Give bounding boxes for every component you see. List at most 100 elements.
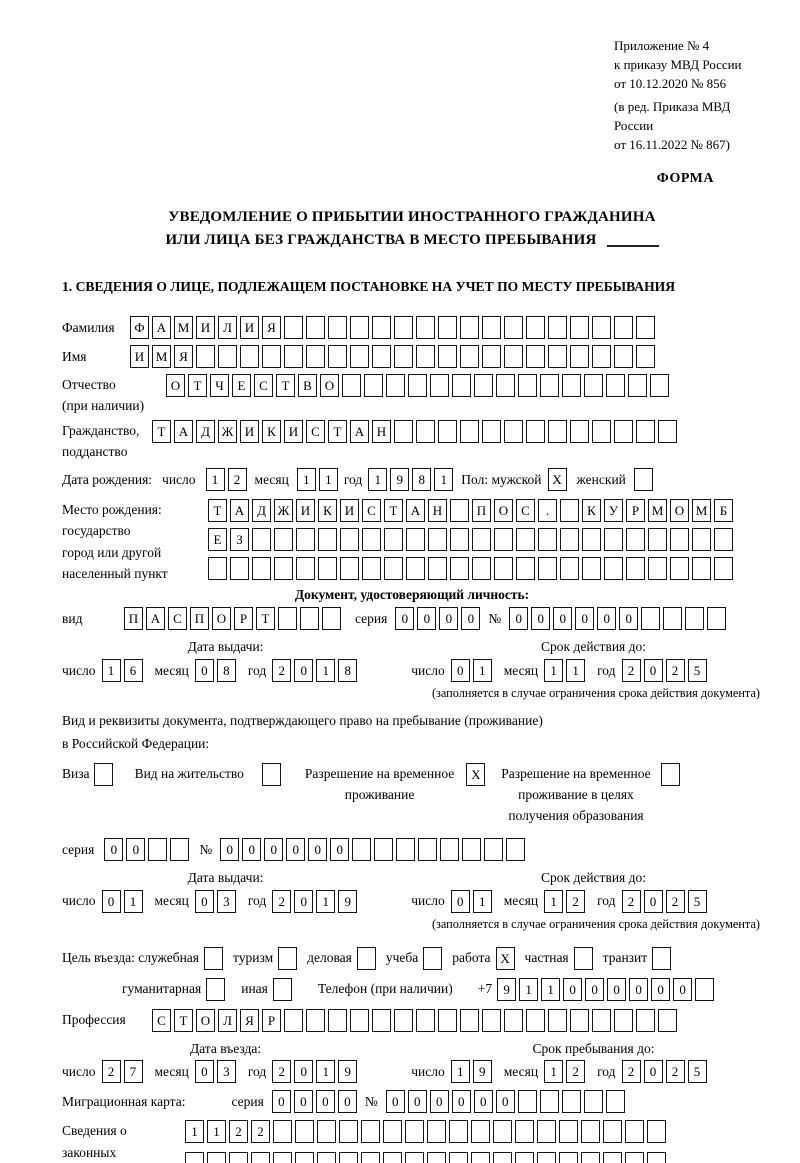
char-cell[interactable] [707, 607, 727, 631]
char-cell[interactable] [274, 527, 293, 551]
char-cell[interactable]: Р [234, 607, 253, 631]
char-cell[interactable] [262, 344, 281, 368]
char-cell[interactable] [506, 838, 526, 862]
char-cell[interactable]: Т [152, 419, 171, 443]
char-cell[interactable]: 0 [385, 1090, 405, 1114]
char-cell[interactable]: С [306, 419, 325, 443]
char-cell[interactable] [406, 556, 425, 580]
char-cell[interactable] [284, 1008, 303, 1032]
char-cell[interactable]: 0 [337, 1090, 357, 1114]
char-cell[interactable] [405, 1152, 424, 1163]
char-cell[interactable] [218, 344, 237, 368]
char-cell[interactable]: П [472, 498, 491, 522]
char-cell[interactable]: 1 [566, 658, 586, 682]
char-cell[interactable]: 2 [566, 889, 586, 913]
char-cell[interactable] [538, 527, 557, 551]
char-cell[interactable] [614, 344, 633, 368]
char-cell[interactable]: О [320, 373, 339, 397]
char-cell[interactable]: 2 [665, 889, 685, 913]
char-cell[interactable]: Ф [130, 315, 149, 339]
char-cell[interactable] [592, 1008, 611, 1032]
char-cell[interactable] [383, 1152, 402, 1163]
char-cell[interactable]: 9 [390, 467, 410, 491]
char-cell[interactable] [362, 527, 381, 551]
char-cell[interactable]: 1 [316, 889, 336, 913]
char-cell[interactable]: Ж [218, 419, 237, 443]
char-cell[interactable] [496, 373, 515, 397]
char-cell[interactable]: А [350, 419, 369, 443]
char-cell[interactable]: 0 [651, 977, 671, 1001]
char-cell[interactable] [450, 556, 469, 580]
char-cell[interactable] [273, 1152, 292, 1163]
char-cell[interactable]: 0 [242, 838, 262, 862]
char-cell[interactable] [352, 838, 372, 862]
char-cell[interactable] [206, 977, 226, 1001]
char-cell[interactable]: . [538, 498, 557, 522]
char-cell[interactable]: 0 [450, 658, 470, 682]
char-cell[interactable] [526, 419, 545, 443]
char-cell[interactable] [273, 1120, 292, 1144]
char-cell[interactable] [364, 373, 383, 397]
char-cell[interactable] [374, 838, 394, 862]
char-cell[interactable]: 0 [439, 607, 459, 631]
char-cell[interactable]: У [604, 498, 623, 522]
char-cell[interactable]: 0 [407, 1090, 427, 1114]
char-cell[interactable] [328, 344, 347, 368]
char-cell[interactable] [625, 1152, 644, 1163]
char-cell[interactable]: 0 [294, 658, 314, 682]
char-cell[interactable]: И [130, 344, 149, 368]
char-cell[interactable] [416, 344, 435, 368]
char-cell[interactable]: 0 [450, 889, 470, 913]
char-cell[interactable] [504, 315, 523, 339]
char-cell[interactable] [633, 467, 653, 491]
char-cell[interactable]: 5 [687, 1060, 707, 1084]
char-cell[interactable] [230, 556, 249, 580]
char-cell[interactable] [548, 344, 567, 368]
char-cell[interactable] [561, 1090, 581, 1114]
char-cell[interactable] [450, 498, 469, 522]
char-cell[interactable]: 0 [429, 1090, 449, 1114]
char-cell[interactable] [559, 1152, 578, 1163]
char-cell[interactable]: Р [262, 1008, 281, 1032]
char-cell[interactable]: 3 [216, 1060, 236, 1084]
char-cell[interactable] [452, 373, 471, 397]
char-cell[interactable]: Ж [274, 498, 293, 522]
char-cell[interactable] [660, 763, 680, 787]
char-cell[interactable] [394, 315, 413, 339]
char-cell[interactable]: 0 [495, 1090, 515, 1114]
char-cell[interactable] [540, 373, 559, 397]
char-cell[interactable]: X [466, 763, 486, 787]
char-cell[interactable] [647, 1120, 666, 1144]
char-cell[interactable]: 2 [566, 1060, 586, 1084]
char-cell[interactable] [560, 527, 579, 551]
char-cell[interactable] [430, 373, 449, 397]
char-cell[interactable]: К [582, 498, 601, 522]
char-cell[interactable] [548, 419, 567, 443]
char-cell[interactable] [317, 1152, 336, 1163]
char-cell[interactable] [296, 527, 315, 551]
char-cell[interactable] [625, 1120, 644, 1144]
char-cell[interactable] [440, 838, 460, 862]
char-cell[interactable]: 1 [316, 1060, 336, 1084]
char-cell[interactable] [692, 527, 711, 551]
char-cell[interactable]: Е [232, 373, 251, 397]
char-cell[interactable] [650, 373, 669, 397]
char-cell[interactable] [570, 315, 589, 339]
char-cell[interactable] [416, 1008, 435, 1032]
char-cell[interactable]: А [230, 498, 249, 522]
char-cell[interactable] [605, 1090, 625, 1114]
char-cell[interactable] [658, 419, 677, 443]
char-cell[interactable] [449, 1120, 468, 1144]
char-cell[interactable] [361, 1152, 380, 1163]
char-cell[interactable]: 0 [461, 607, 481, 631]
char-cell[interactable] [626, 556, 645, 580]
char-cell[interactable] [372, 344, 391, 368]
char-cell[interactable]: М [692, 498, 711, 522]
char-cell[interactable]: Т [328, 419, 347, 443]
char-cell[interactable] [592, 315, 611, 339]
char-cell[interactable]: Ч [210, 373, 229, 397]
char-cell[interactable] [418, 838, 438, 862]
char-cell[interactable] [306, 344, 325, 368]
char-cell[interactable] [582, 556, 601, 580]
char-cell[interactable]: И [296, 498, 315, 522]
